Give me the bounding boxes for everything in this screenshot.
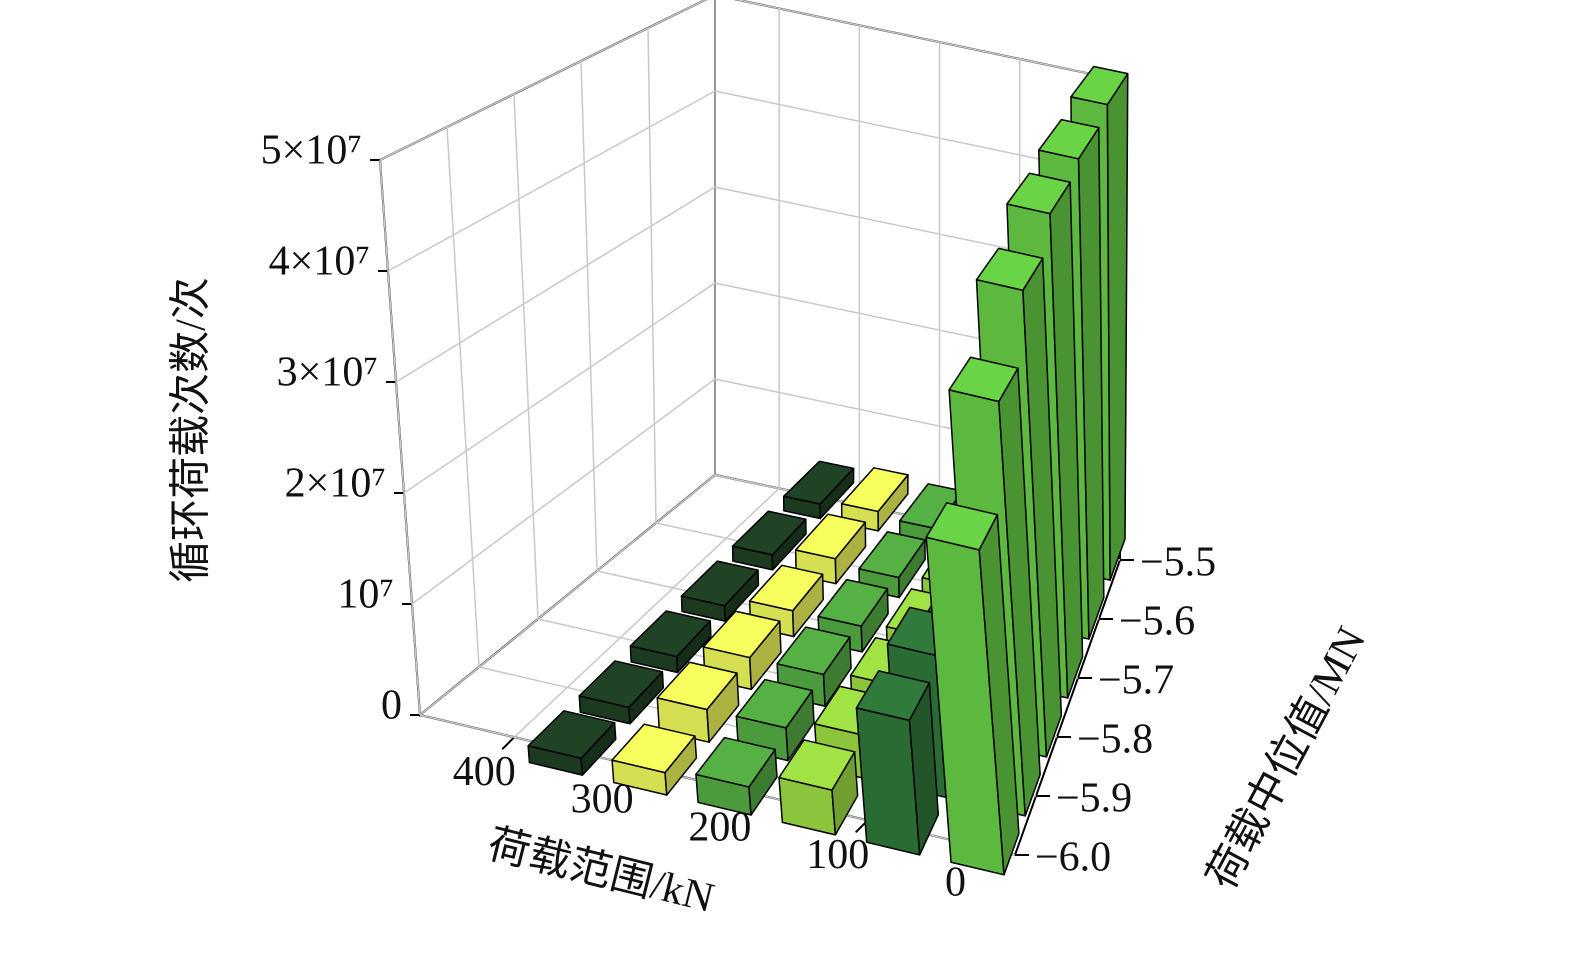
grid-line bbox=[403, 282, 716, 494]
grid-line bbox=[513, 487, 780, 738]
bar-top bbox=[1038, 118, 1100, 160]
z-tick-label: 5×10⁷ bbox=[261, 128, 362, 174]
bar-top bbox=[782, 460, 855, 505]
y-tick-label: −5.7 bbox=[1098, 658, 1174, 704]
bar bbox=[778, 739, 859, 836]
grid-line bbox=[446, 126, 480, 668]
z-tick-label: 10⁷ bbox=[337, 572, 394, 618]
bar bbox=[731, 510, 807, 571]
bar bbox=[695, 736, 778, 816]
grid-line bbox=[395, 186, 716, 383]
bar-top bbox=[948, 356, 1019, 403]
bar-top bbox=[925, 502, 999, 551]
x-tick-label: 400 bbox=[453, 749, 516, 795]
bar-top bbox=[629, 610, 711, 658]
bar bbox=[656, 661, 740, 743]
bar-top bbox=[858, 531, 926, 579]
bar-top bbox=[794, 513, 867, 560]
bar-top bbox=[527, 710, 616, 760]
bar-top bbox=[1006, 172, 1071, 215]
z-tick-label: 2×10⁷ bbox=[285, 461, 386, 507]
z-tick-label: 0 bbox=[381, 683, 402, 729]
bar-top bbox=[975, 247, 1044, 292]
bar bbox=[782, 460, 855, 520]
tick-mark bbox=[501, 736, 515, 750]
grid-line bbox=[379, 0, 707, 161]
bar-top bbox=[735, 678, 814, 729]
grid-line bbox=[387, 90, 716, 272]
bar-top bbox=[680, 560, 759, 607]
bar bbox=[794, 513, 867, 585]
y-tick-label: −5.5 bbox=[1140, 540, 1216, 586]
grid-line bbox=[647, 27, 657, 524]
bar bbox=[925, 502, 1020, 876]
x-tick-label: 100 bbox=[806, 832, 869, 878]
bar bbox=[527, 710, 617, 776]
bar-top bbox=[1070, 65, 1129, 106]
bar-side bbox=[1106, 72, 1129, 581]
bar bbox=[629, 610, 712, 674]
bar-top bbox=[731, 510, 807, 556]
grid-line bbox=[735, 0, 1121, 81]
bar-top bbox=[778, 739, 856, 791]
bar-top bbox=[776, 626, 851, 676]
z-axis-title: 循环荷载次数/次 bbox=[169, 277, 215, 583]
grid-line bbox=[419, 474, 716, 716]
y-tick-label: −6.0 bbox=[1035, 835, 1111, 881]
x-tick-label: 0 bbox=[945, 860, 966, 906]
grid-line bbox=[513, 93, 539, 620]
bar bbox=[855, 670, 940, 856]
bar-top bbox=[748, 564, 824, 612]
bar-top bbox=[656, 661, 738, 711]
z-tick-label: 4×10⁷ bbox=[269, 239, 370, 285]
y-tick-label: −5.9 bbox=[1056, 776, 1132, 822]
bar bbox=[680, 560, 760, 622]
z-tick-label: 3×10⁷ bbox=[277, 350, 378, 396]
bar-top bbox=[702, 610, 781, 659]
bar bbox=[611, 723, 698, 796]
y-tick-label: −5.6 bbox=[1119, 599, 1195, 645]
bar-top bbox=[817, 578, 889, 627]
bar-top bbox=[578, 660, 664, 709]
y-tick-label: −5.8 bbox=[1077, 717, 1153, 763]
grid-line bbox=[379, 159, 421, 716]
bar-top bbox=[840, 467, 909, 513]
bar bbox=[578, 660, 665, 725]
y-axis-title: 荷载中位值/MN bbox=[1198, 619, 1375, 897]
grid-line bbox=[411, 378, 716, 605]
bar-top bbox=[611, 723, 696, 774]
grid-line bbox=[580, 60, 598, 572]
bar bbox=[858, 531, 926, 599]
x-axis-title: 荷载范围/kN bbox=[483, 821, 718, 922]
bar-top bbox=[695, 736, 776, 788]
bar-top bbox=[855, 670, 931, 722]
